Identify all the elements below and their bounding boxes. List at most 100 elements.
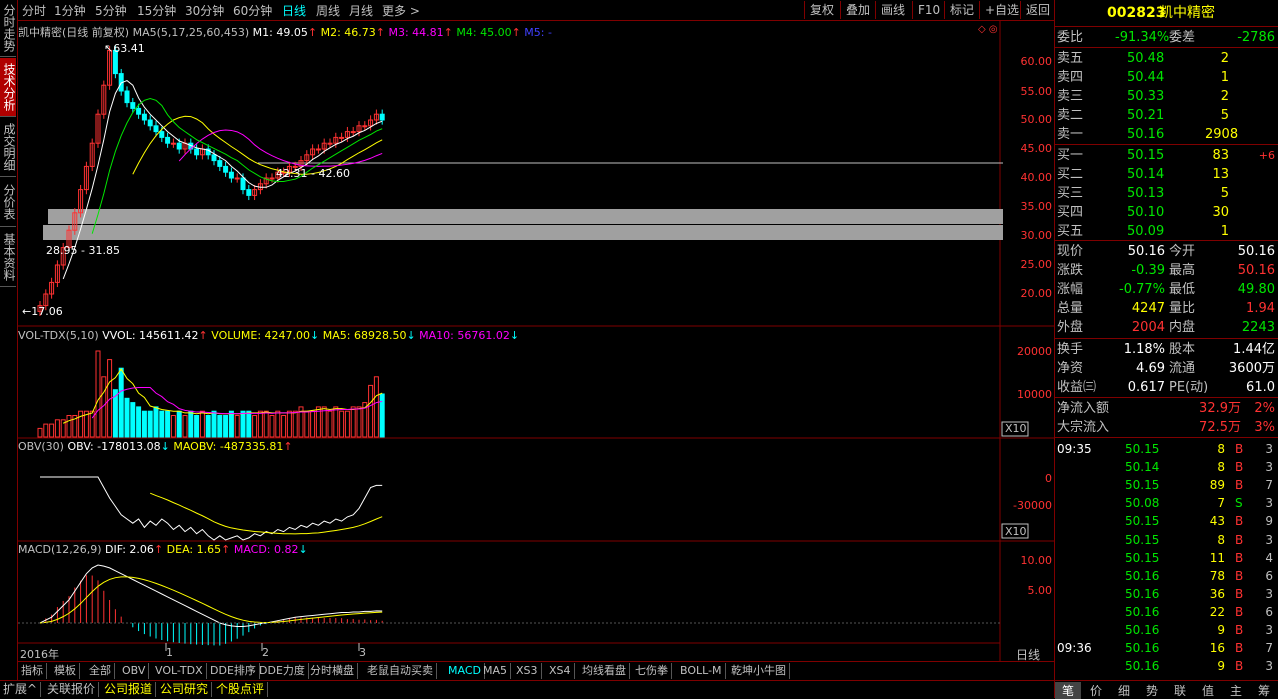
indicator-tab[interactable]: 老鼠自动买卖 <box>364 663 437 679</box>
indicator-tab[interactable]: VOL-TDX <box>152 663 207 679</box>
quote-panel-tab[interactable]: 细 <box>1117 684 1130 698</box>
tick-price: 50.16 <box>1125 623 1160 637</box>
tick-volume: 43 <box>1209 514 1225 529</box>
ask-label: 卖四 <box>1057 70 1084 85</box>
volume-bar <box>170 415 176 438</box>
add-watchlist-button[interactable]: +自选 <box>979 1 1024 19</box>
bid-label: 买三 <box>1057 186 1084 201</box>
indicator-tab[interactable]: XS3 <box>513 663 542 679</box>
bid-row: 买一 50.15 83 +6 <box>1055 146 1278 165</box>
y-tick: 30.00 <box>1020 229 1053 242</box>
quote-panel-tab[interactable]: 笔 <box>1055 682 1081 699</box>
tick-side: B <box>1235 514 1244 529</box>
tick-volume: 9 <box>1217 623 1225 637</box>
related-quotes-tab[interactable]: 关联报价 <box>44 682 100 697</box>
quote-panel: 002823 凯中精密 委比 -91.34% 委差 -2786 卖五 50.48 2… <box>1054 0 1278 699</box>
ask-price: 50.44 <box>1127 70 1165 85</box>
overlay-button[interactable]: 叠加 <box>840 1 875 19</box>
back-button[interactable]: 返回 <box>1020 1 1055 19</box>
tick-volume: 7 <box>1217 496 1225 511</box>
period-indicator: 日线 <box>1016 648 1041 662</box>
tab-basic-info[interactable]: 基本资料 <box>0 228 16 287</box>
tick-volume: 89 <box>1209 478 1225 493</box>
period-60min[interactable]: 60分钟 <box>233 4 273 18</box>
quote-panel-tab[interactable]: 值 <box>1201 684 1214 698</box>
vol-ma10-value: MA10: 56761.02 <box>419 329 510 342</box>
candle-body <box>246 189 252 196</box>
quote-value: 50.16 <box>1237 244 1275 259</box>
x-label-month: 2 <box>262 646 269 659</box>
quote-panel-tab[interactable]: 势 <box>1145 684 1158 698</box>
indicator-tab[interactable]: 乾坤小牛图 <box>728 663 790 679</box>
draw-line-button[interactable]: 画线 <box>875 1 910 19</box>
stock-review-tab[interactable]: 个股点评 <box>213 682 269 697</box>
volume-bar <box>194 415 200 438</box>
candle-body <box>350 131 356 134</box>
ask-row: 卖一 50.16 2908 <box>1055 125 1278 144</box>
tick-price: 50.15 <box>1125 514 1160 529</box>
indicator-tab[interactable]: 指标 <box>18 663 47 679</box>
volume-bar <box>205 415 211 438</box>
tab-technical-analysis[interactable]: 技术分析 <box>0 58 16 117</box>
candle-body <box>315 148 321 151</box>
tab-price-table[interactable]: 分价表 <box>0 178 16 227</box>
period-30min[interactable]: 30分钟 <box>185 4 225 18</box>
indicator-tab[interactable]: DDE力度 <box>256 663 309 679</box>
tab-intraday[interactable]: 分时走势 <box>0 0 16 57</box>
period-monthly[interactable]: 月线 <box>349 4 374 18</box>
quote-panel-tab[interactable]: 主 <box>1229 684 1242 698</box>
fundamental-value: 0.617 <box>1127 380 1165 395</box>
chart-controls-icon[interactable]: ◇ ◎ <box>978 24 998 35</box>
indicator-tab[interactable]: 七伤拳 <box>632 663 672 679</box>
indicator-tab[interactable]: 模板 <box>51 663 80 679</box>
obv-y-tick: 0 <box>1045 472 1052 485</box>
indicator-tab[interactable]: 全部 <box>86 663 115 679</box>
f10-button[interactable]: F10 <box>912 1 945 19</box>
tab-trade-details[interactable]: 成交明细 <box>0 118 16 177</box>
obv-legend: OBV(30) OBV: -178013.08↓ MAOBV: -487335.… <box>18 440 293 453</box>
volume-bar <box>344 410 350 438</box>
period-daily[interactable]: 日线 <box>282 4 307 18</box>
fundamental-row: 换手 1.18% 股本 1.44亿 <box>1055 340 1278 359</box>
candle-body <box>194 148 200 156</box>
volume-bar <box>298 406 304 438</box>
period-more[interactable]: 更多 > <box>382 4 420 18</box>
quote-panel-tab[interactable]: 联 <box>1173 684 1186 698</box>
indicator-tab[interactable]: OBV <box>119 663 150 679</box>
period-5min[interactable]: 5分钟 <box>95 4 127 18</box>
tick-count: 3 <box>1265 586 1273 601</box>
capital-flow-row: 净流入额 32.9万 2% <box>1055 399 1278 418</box>
macd-legend: MACD(12,26,9) DIF: 2.06↑ DEA: 1.65↑ MACD… <box>18 543 308 556</box>
period-1min[interactable]: 1分钟 <box>54 4 86 18</box>
candle-body <box>310 148 316 156</box>
ask-volume: 2908 <box>1205 127 1239 142</box>
bid-change: +6 <box>1258 149 1275 162</box>
mark-button[interactable]: 标记 <box>944 1 979 19</box>
quote-panel-tab[interactable]: 价 <box>1089 684 1102 698</box>
indicator-tab[interactable]: 分时横盘 <box>307 663 358 679</box>
expand-button[interactable]: 扩展^ <box>0 682 42 697</box>
quote-label: 今开 <box>1169 244 1196 259</box>
vvol-value: VVOL: 145611.42 <box>102 329 199 342</box>
indicator-tab[interactable]: 均线看盘 <box>579 663 630 679</box>
tick-side: B <box>1235 623 1244 637</box>
period-weekly[interactable]: 周线 <box>316 4 341 18</box>
indicator-tab[interactable]: XS4 <box>546 663 575 679</box>
candle-body <box>379 113 385 121</box>
period-intraday[interactable]: 分时 <box>22 4 47 18</box>
indicator-tab[interactable]: BOLL-M <box>677 663 726 679</box>
tick-count: 3 <box>1265 623 1273 637</box>
company-news-tab[interactable]: 公司报道 <box>101 682 157 697</box>
ma17-line <box>132 115 383 175</box>
restore-rights-button[interactable]: 复权 <box>804 1 839 19</box>
quote-label: 现价 <box>1057 244 1084 259</box>
dif-line <box>39 564 383 627</box>
period-15min[interactable]: 15分钟 <box>137 4 177 18</box>
indicator-tab[interactable]: MA5 <box>480 663 512 679</box>
indicator-tab[interactable]: MACD <box>445 663 485 679</box>
obv-lines <box>40 476 383 541</box>
indicator-tab[interactable]: DDE排序 <box>207 663 260 679</box>
company-research-tab[interactable]: 公司研究 <box>157 682 213 697</box>
chart-canvas[interactable] <box>18 21 1054 661</box>
quote-panel-tab[interactable]: 筹 <box>1257 684 1270 698</box>
